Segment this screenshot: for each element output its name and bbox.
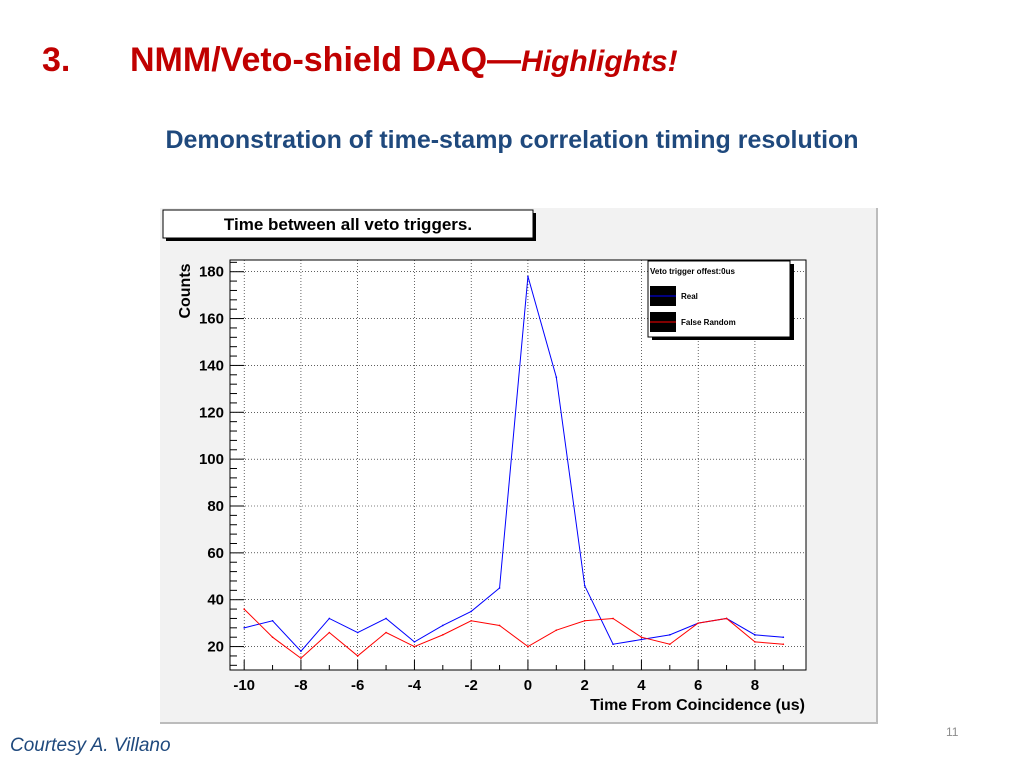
- y-tick-label: 100: [199, 451, 224, 468]
- data-point-real: [612, 643, 614, 646]
- y-axis-label: Counts: [177, 263, 194, 318]
- slide-title-highlight: Highlights!: [521, 45, 678, 78]
- y-tick-label: 40: [207, 592, 224, 609]
- data-point-real: [782, 636, 785, 638]
- data-point-real: [470, 610, 472, 613]
- plot-canvas: Time between all veto triggers. -10 -8 -6-…: [160, 208, 878, 724]
- y-tick-label: 160: [199, 311, 224, 328]
- data-point-false-random: [243, 608, 245, 610]
- x-tick-label: -4: [408, 677, 422, 694]
- data-point-false-random: [555, 629, 558, 631]
- y-tick-label: 180: [199, 264, 224, 281]
- page-number: 11: [946, 725, 959, 739]
- data-point-false-random: [583, 620, 586, 622]
- data-point-real: [328, 617, 331, 620]
- legend-label-real: Real: [681, 292, 698, 301]
- slide-number: 3.: [42, 41, 71, 79]
- y-tick-labels: 20 40 60 80 100 120 140 160 180: [199, 264, 224, 656]
- x-tick-label: 0: [524, 677, 532, 694]
- x-tick-labels: -10 -8 -6 -4 -2 0 2 4 6 8: [233, 677, 759, 694]
- data-point-real: [300, 650, 302, 653]
- x-tick-label: -2: [465, 677, 478, 694]
- data-point-false-random: [356, 655, 359, 657]
- data-point-real: [413, 641, 416, 643]
- data-point-false-random: [669, 643, 671, 646]
- data-point-false-random: [527, 645, 529, 648]
- data-point-real: [527, 275, 529, 278]
- x-tick-label: -10: [233, 677, 255, 694]
- data-point-false-random: [697, 622, 699, 624]
- slide-subtitle: Demonstration of time-stamp correlation …: [165, 126, 859, 154]
- data-point-false-random: [300, 657, 302, 660]
- x-tick-label: 8: [751, 677, 759, 694]
- x-tick-label: 6: [694, 677, 702, 694]
- slide-title-text: NMM/Veto-shield DAQ—: [130, 41, 522, 79]
- data-point-false-random: [782, 643, 785, 646]
- data-point-real: [442, 624, 444, 627]
- series-line-real: [244, 276, 784, 653]
- series-lines: [243, 275, 785, 660]
- y-tick-label: 80: [207, 498, 224, 515]
- data-point-false-random: [442, 634, 444, 636]
- data-point-false-random: [640, 636, 643, 638]
- x-tick-label: 2: [581, 677, 589, 694]
- slide-title: 3. NMM/Veto-shield DAQ—Highlights!: [42, 38, 678, 84]
- y-tick-label: 120: [199, 404, 224, 421]
- chart-title: Time between all veto triggers.: [224, 215, 472, 234]
- series-line-false-random: [243, 608, 784, 659]
- x-axis-label: Time From Coincidence (us): [590, 697, 805, 714]
- data-point-false-random: [328, 631, 331, 634]
- chart-title-box: [162, 209, 534, 239]
- data-point-real: [498, 587, 501, 589]
- data-point-false-random: [271, 636, 274, 638]
- data-point-false-random: [413, 645, 416, 648]
- data-point-real: [640, 638, 643, 641]
- data-point-real: [271, 620, 274, 622]
- x-tick-label: -8: [294, 677, 307, 694]
- y-tick-label: 140: [199, 357, 224, 374]
- x-tick-label: 4: [637, 677, 646, 694]
- data-point-false-random: [754, 641, 756, 643]
- data-point-false-random: [385, 631, 387, 634]
- legend: Veto trigger offest:0us Real False Rando…: [647, 260, 794, 340]
- data-point-real: [669, 634, 671, 636]
- y-tick-label: 60: [207, 545, 224, 562]
- credit-text: Courtesy A. Villano: [10, 735, 171, 756]
- data-point-real: [356, 631, 359, 634]
- data-point-real: [243, 627, 245, 629]
- axis-ticks: [230, 261, 784, 670]
- legend-label-false-random: False Random: [681, 318, 736, 327]
- line-chart: Time between all veto triggers. -10 -8 -6-…: [162, 209, 807, 714]
- data-point-false-random: [725, 617, 728, 620]
- data-point-false-random: [498, 624, 501, 627]
- x-tick-label: -6: [351, 677, 364, 694]
- y-tick-label: 20: [207, 639, 224, 656]
- data-point-real: [385, 617, 387, 620]
- legend-title: Veto trigger offest:0us: [650, 267, 735, 276]
- data-point-false-random: [612, 617, 614, 620]
- data-point-real: [754, 634, 756, 636]
- data-point-real: [583, 584, 586, 587]
- data-point-false-random: [470, 620, 472, 622]
- data-point-real: [555, 376, 558, 378]
